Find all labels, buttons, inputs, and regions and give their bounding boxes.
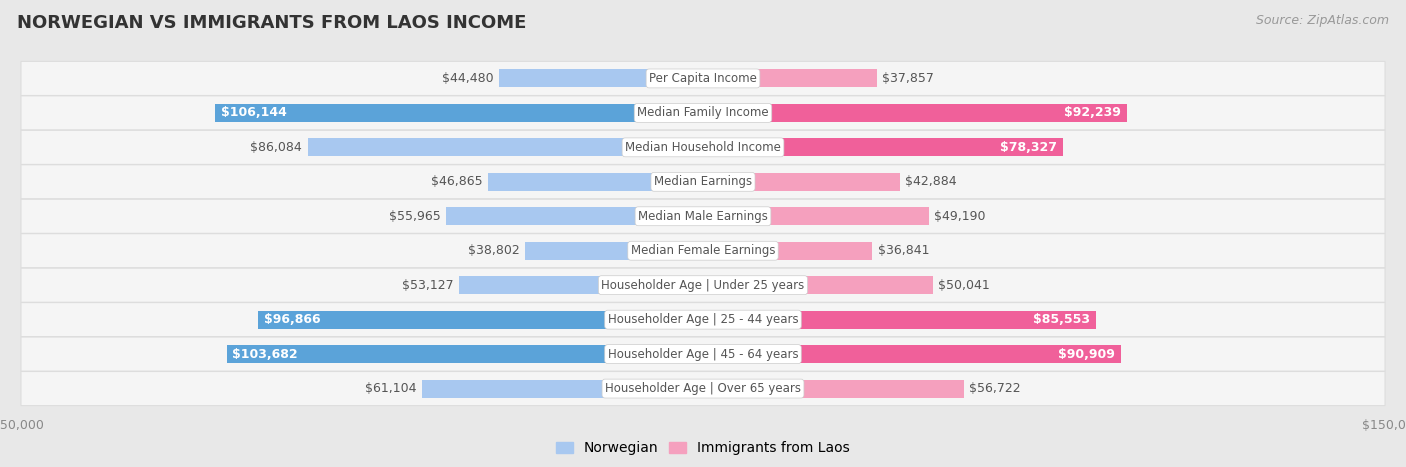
Text: Median Female Earnings: Median Female Earnings xyxy=(631,244,775,257)
Text: $55,965: $55,965 xyxy=(388,210,440,223)
Bar xyxy=(524,242,703,260)
FancyBboxPatch shape xyxy=(21,165,1385,199)
Bar xyxy=(703,173,900,191)
Text: $92,239: $92,239 xyxy=(1064,106,1121,120)
Bar xyxy=(703,345,1121,363)
Legend: Norwegian, Immigrants from Laos: Norwegian, Immigrants from Laos xyxy=(550,436,856,461)
Text: $56,722: $56,722 xyxy=(969,382,1021,395)
Text: Source: ZipAtlas.com: Source: ZipAtlas.com xyxy=(1256,14,1389,27)
Text: $36,841: $36,841 xyxy=(877,244,929,257)
Bar xyxy=(422,380,703,397)
Text: Median Earnings: Median Earnings xyxy=(654,175,752,188)
FancyBboxPatch shape xyxy=(21,303,1385,337)
Text: Householder Age | Under 25 years: Householder Age | Under 25 years xyxy=(602,279,804,292)
Text: $85,553: $85,553 xyxy=(1033,313,1091,326)
Bar xyxy=(446,207,703,225)
Bar xyxy=(703,242,872,260)
Text: Householder Age | Over 65 years: Householder Age | Over 65 years xyxy=(605,382,801,395)
Bar xyxy=(703,380,963,397)
Text: Median Male Earnings: Median Male Earnings xyxy=(638,210,768,223)
Text: Median Household Income: Median Household Income xyxy=(626,141,780,154)
Text: Median Family Income: Median Family Income xyxy=(637,106,769,120)
FancyBboxPatch shape xyxy=(21,61,1385,95)
Text: $86,084: $86,084 xyxy=(250,141,302,154)
Bar xyxy=(703,207,929,225)
FancyBboxPatch shape xyxy=(21,234,1385,268)
Bar xyxy=(703,276,932,294)
Bar xyxy=(703,311,1095,329)
FancyBboxPatch shape xyxy=(21,199,1385,234)
Text: $46,865: $46,865 xyxy=(430,175,482,188)
Text: $103,682: $103,682 xyxy=(232,347,298,361)
Text: Householder Age | 45 - 64 years: Householder Age | 45 - 64 years xyxy=(607,347,799,361)
Bar xyxy=(488,173,703,191)
Bar xyxy=(703,138,1063,156)
Bar xyxy=(703,104,1126,122)
Text: $49,190: $49,190 xyxy=(935,210,986,223)
Bar xyxy=(259,311,703,329)
Text: $37,857: $37,857 xyxy=(883,72,934,85)
Bar xyxy=(308,138,703,156)
Text: $61,104: $61,104 xyxy=(366,382,416,395)
Text: $44,480: $44,480 xyxy=(441,72,494,85)
Text: $90,909: $90,909 xyxy=(1059,347,1115,361)
Text: $53,127: $53,127 xyxy=(402,279,454,292)
Text: $96,866: $96,866 xyxy=(263,313,321,326)
Bar xyxy=(703,70,877,87)
FancyBboxPatch shape xyxy=(21,268,1385,302)
Text: $78,327: $78,327 xyxy=(1000,141,1057,154)
Bar xyxy=(215,104,703,122)
Text: $106,144: $106,144 xyxy=(221,106,287,120)
Text: $42,884: $42,884 xyxy=(905,175,957,188)
Text: Householder Age | 25 - 44 years: Householder Age | 25 - 44 years xyxy=(607,313,799,326)
FancyBboxPatch shape xyxy=(21,96,1385,130)
Text: $50,041: $50,041 xyxy=(938,279,990,292)
Bar xyxy=(499,70,703,87)
FancyBboxPatch shape xyxy=(21,372,1385,406)
Bar xyxy=(226,345,703,363)
FancyBboxPatch shape xyxy=(21,337,1385,371)
FancyBboxPatch shape xyxy=(21,130,1385,164)
Text: NORWEGIAN VS IMMIGRANTS FROM LAOS INCOME: NORWEGIAN VS IMMIGRANTS FROM LAOS INCOME xyxy=(17,14,526,32)
Text: Per Capita Income: Per Capita Income xyxy=(650,72,756,85)
Text: $38,802: $38,802 xyxy=(468,244,519,257)
Bar xyxy=(458,276,703,294)
